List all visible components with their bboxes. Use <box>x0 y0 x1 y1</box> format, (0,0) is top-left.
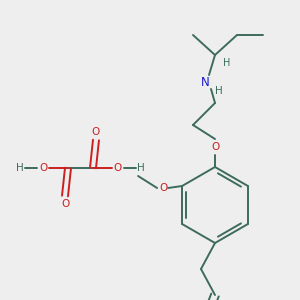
Text: H: H <box>16 163 24 173</box>
Text: O: O <box>92 127 100 137</box>
Text: O: O <box>40 163 48 173</box>
Text: O: O <box>113 163 121 173</box>
Text: H: H <box>137 163 145 173</box>
Text: O: O <box>211 142 219 152</box>
Text: O: O <box>159 183 167 193</box>
Text: N: N <box>201 76 209 89</box>
Text: O: O <box>61 199 69 209</box>
Text: H: H <box>223 58 231 68</box>
Text: H: H <box>215 86 223 96</box>
